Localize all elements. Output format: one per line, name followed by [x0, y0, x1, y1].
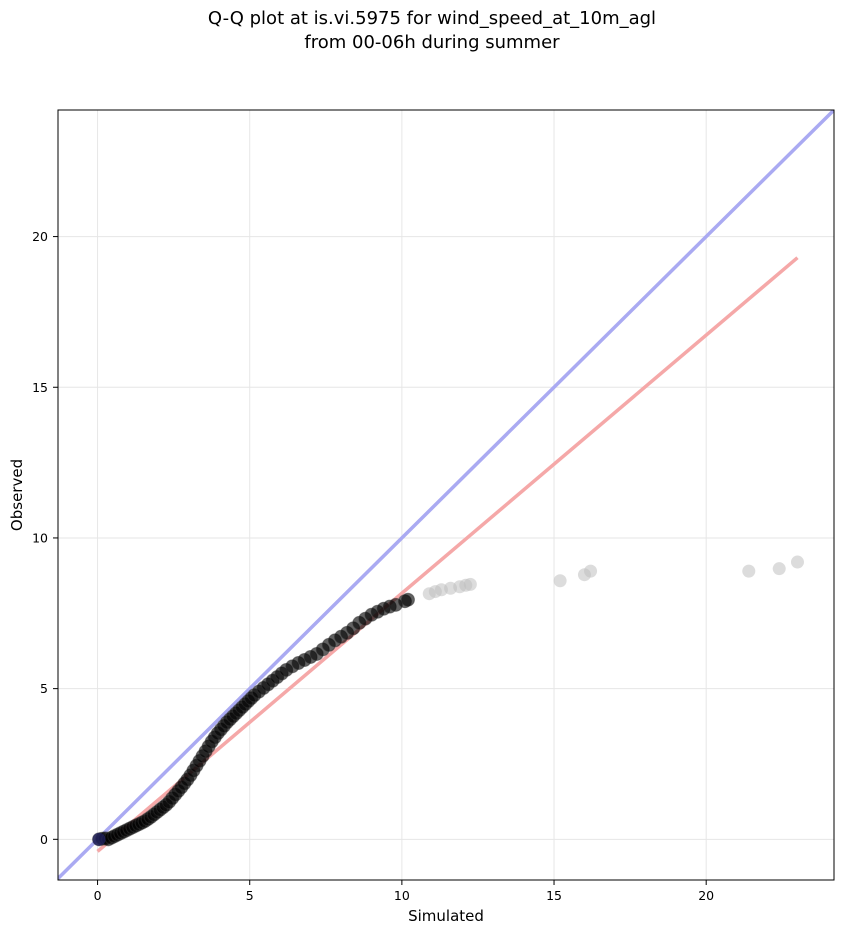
plot-frame	[57, 109, 835, 881]
data-point	[92, 832, 106, 846]
y-tick-label: 0	[40, 832, 48, 847]
y-tick-label: 15	[32, 380, 48, 395]
data-point	[742, 564, 756, 578]
x-tick-label: 20	[698, 888, 714, 903]
y-tick-label: 20	[32, 229, 48, 244]
y-axis-label: Observed	[8, 459, 26, 531]
x-tick-label: 0	[94, 888, 102, 903]
chart-title-line-2: from 00-06h during summer	[304, 32, 560, 53]
chart-title-line-1: Q-Q plot at is.vi.5975 for wind_speed_at…	[208, 8, 656, 29]
data-point	[584, 564, 598, 578]
data-point	[772, 562, 786, 576]
data-points	[92, 555, 804, 847]
x-tick-label: 5	[246, 888, 254, 903]
lines	[58, 110, 834, 880]
y-tick-label: 5	[40, 681, 48, 696]
data-point	[463, 577, 477, 591]
identity-line	[58, 110, 834, 880]
data-point	[790, 555, 804, 569]
ticks: 0 5 10 15 20 0 5 10 15 20	[32, 229, 714, 903]
data-point	[553, 574, 567, 588]
x-tick-label: 10	[394, 888, 410, 903]
x-axis-label: Simulated	[408, 907, 484, 925]
fit-line	[96, 256, 799, 853]
data-point	[400, 592, 415, 607]
x-tick-label: 15	[546, 888, 562, 903]
y-tick-label: 10	[32, 530, 48, 545]
